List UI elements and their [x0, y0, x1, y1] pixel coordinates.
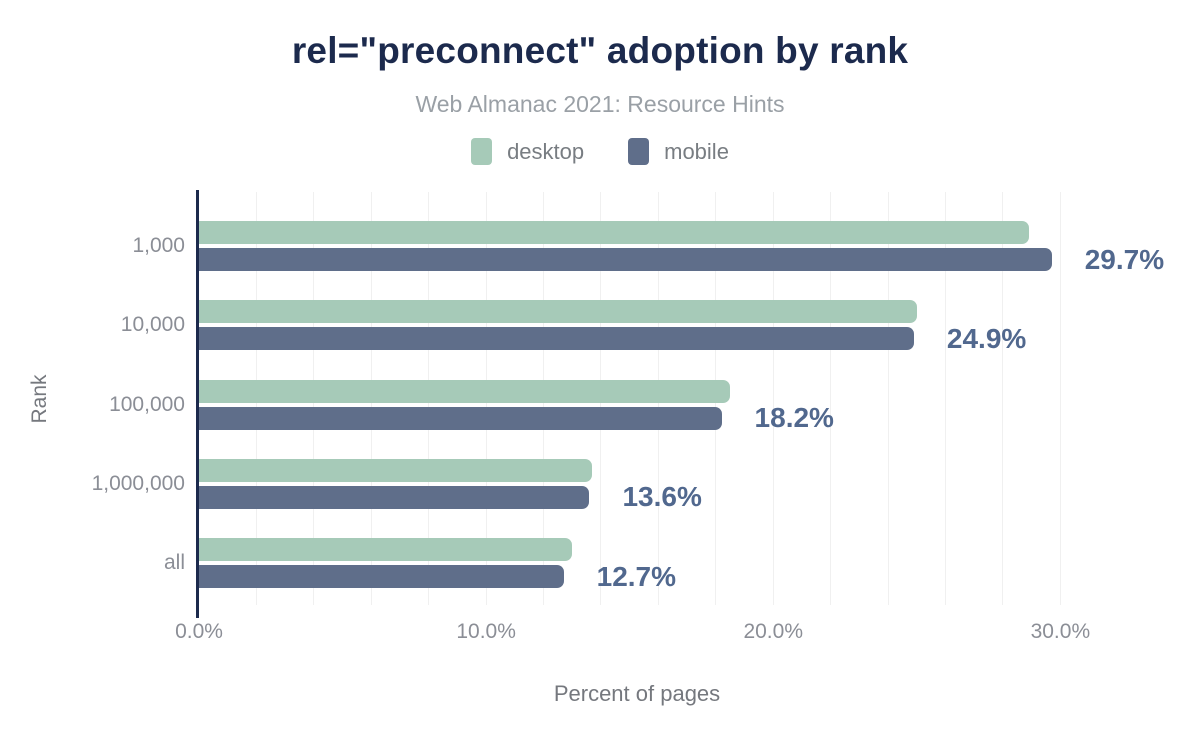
x-tick-label-30: 30.0%: [1030, 620, 1091, 643]
value-label-10,000: 24.9%: [946, 322, 1027, 354]
gridline-20pct: [772, 192, 774, 605]
bar-desktop-100,000: [199, 379, 731, 403]
gridline-30pct: [1059, 192, 1061, 605]
gridline-28pct: [1002, 192, 1004, 605]
gridline-22pct: [830, 192, 832, 605]
legend-swatch-desktop: [471, 138, 493, 165]
bar-mobile-1,000: [199, 248, 1052, 271]
value-label-1,000: 29.7%: [1084, 243, 1165, 275]
x-axis-title: Percent of pages: [553, 681, 721, 706]
bar-desktop-10,000: [199, 300, 917, 324]
x-tick-label-20: 20.0%: [743, 620, 803, 643]
legend-label-mobile: mobile: [664, 138, 729, 164]
bar-desktop-all: [199, 538, 573, 562]
category-label-1,000: 1,000: [132, 234, 185, 257]
value-label-1,000,000: 13.6%: [622, 481, 702, 513]
x-tick-label-10: 10.0%: [456, 620, 516, 643]
y-axis-title: Rank: [28, 374, 51, 424]
legend-item-mobile: mobile: [628, 138, 729, 165]
legend-item-desktop: desktop: [471, 138, 584, 165]
y-axis-line: [196, 190, 199, 618]
value-label-all: 12.7%: [596, 560, 677, 592]
bar-mobile-10,000: [199, 327, 914, 351]
category-label-1,000,000: 1,000,000: [91, 471, 185, 495]
legend: desktop mobile: [0, 138, 1200, 165]
bar-desktop-1,000: [199, 221, 1029, 244]
bar-desktop-1,000,000: [199, 458, 593, 482]
category-label-10,000: 10,000: [120, 313, 185, 337]
gridline-24pct: [887, 192, 889, 605]
gridline-26pct: [945, 192, 946, 605]
plot-area: 29.7% 24.9% 18.2% 13.6% 12.7%: [199, 192, 1164, 607]
bar-mobile-100,000: [199, 406, 722, 430]
bar-mobile-all: [199, 565, 564, 589]
chart-subtitle: Web Almanac 2021: Resource Hints: [415, 91, 785, 117]
value-label-100,000: 18.2%: [754, 402, 834, 434]
category-label-100,000: 100,000: [109, 392, 185, 416]
legend-swatch-mobile: [628, 138, 650, 165]
chart-title: rel="preconnect" adoption by rank: [291, 30, 909, 71]
bar-mobile-1,000,000: [199, 485, 590, 509]
category-label-all: all: [163, 551, 185, 575]
x-tick-label-0: 0.0%: [175, 620, 223, 643]
legend-label-desktop: desktop: [507, 138, 585, 164]
